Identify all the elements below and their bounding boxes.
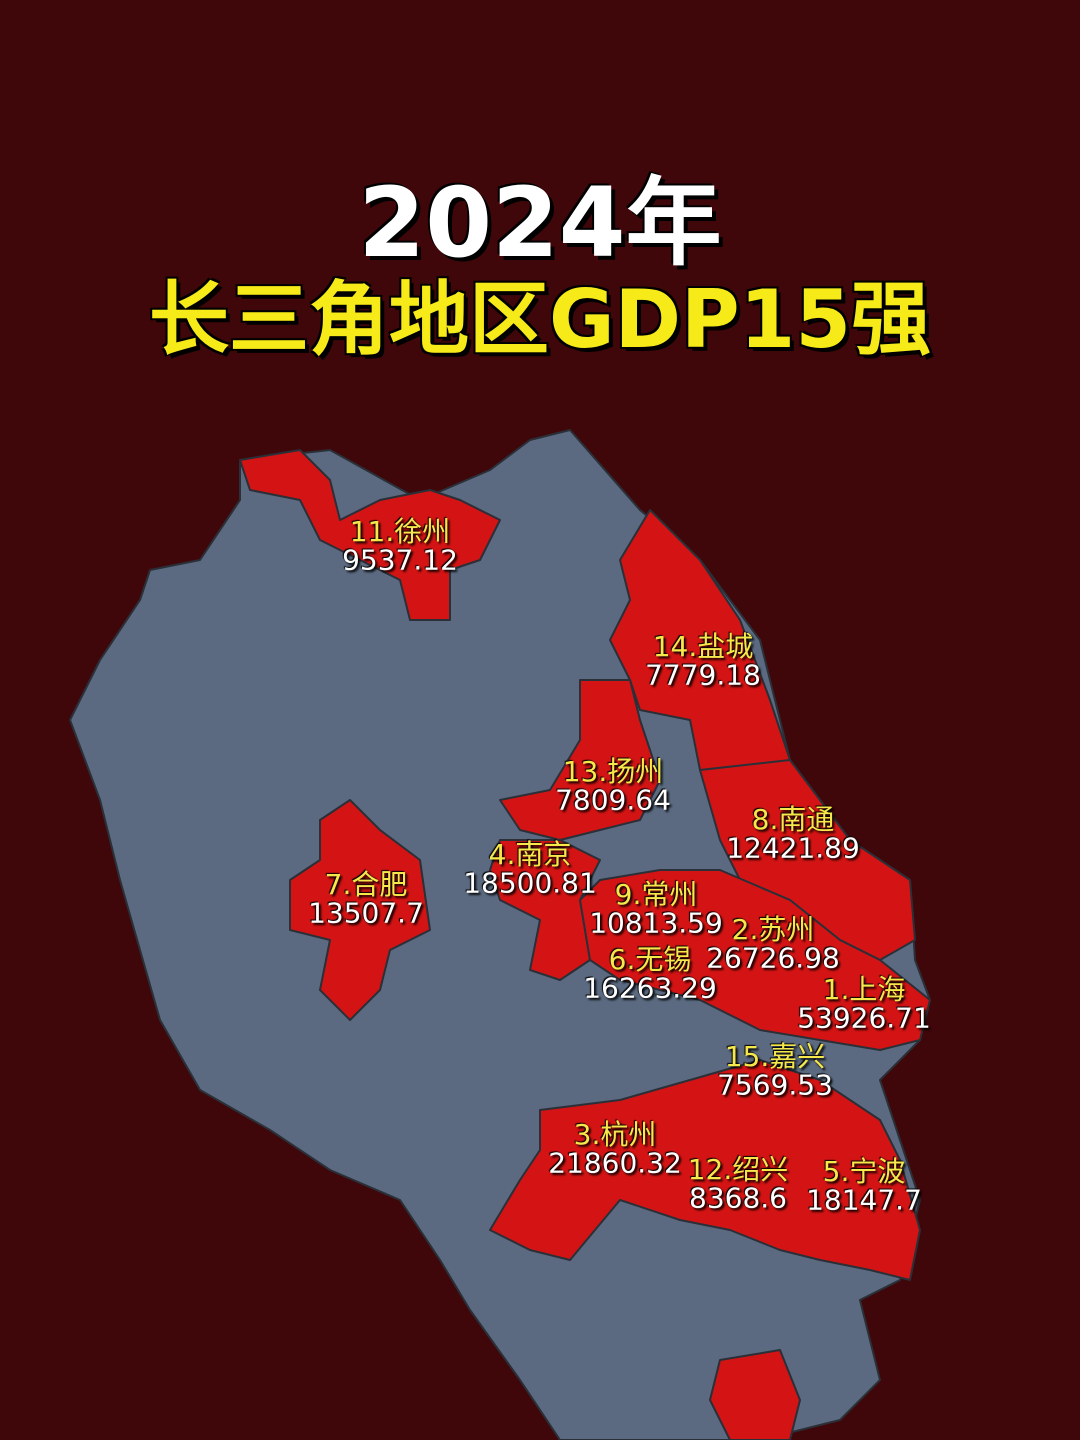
city-label: 2.苏州 — [731, 913, 815, 946]
region-south-jiangsu — [579, 869, 931, 1051]
city-gdp: 26726.98 — [706, 941, 840, 975]
city-gdp: 18500.81 — [463, 866, 597, 900]
city-gdp: 18147.7 — [806, 1183, 922, 1217]
city-label: 4.南京 — [488, 838, 572, 871]
city-label: 9.常州 — [614, 878, 698, 911]
city-label: 11.徐州 — [349, 515, 451, 548]
region-hefei — [289, 799, 431, 1021]
region-wenzhou — [709, 1349, 801, 1440]
city-gdp: 12421.89 — [726, 831, 860, 865]
city-gdp: 10813.59 — [589, 906, 723, 940]
city-label: 5.宁波 — [822, 1155, 906, 1188]
city-label: 1.上海 — [822, 973, 906, 1006]
city-label: 8.南通 — [751, 803, 835, 836]
region-zhejiang-north — [489, 1059, 921, 1281]
city-gdp: 13507.7 — [308, 896, 424, 930]
city-label: 13.扬州 — [562, 755, 664, 788]
city-label: 7.合肥 — [324, 868, 408, 901]
city-gdp: 7569.53 — [717, 1068, 833, 1102]
region-nanjing — [489, 839, 601, 981]
city-gdp: 16263.29 — [583, 971, 717, 1005]
city-gdp: 21860.32 — [548, 1146, 682, 1180]
title-subtitle: 长三角地区GDP15强 — [148, 273, 932, 366]
title-year: 2024年 — [358, 167, 722, 279]
city-gdp: 53926.71 — [797, 1001, 931, 1035]
city-label: 15.嘉兴 — [724, 1040, 826, 1073]
city-label: 12.绍兴 — [687, 1153, 789, 1186]
city-label: 14.盐城 — [652, 630, 754, 663]
region-xuzhou — [239, 449, 501, 621]
city-gdp: 8368.6 — [689, 1181, 787, 1215]
city-label: 6.无锡 — [608, 943, 692, 976]
city-label: 3.杭州 — [573, 1118, 657, 1151]
city-gdp: 7809.64 — [555, 783, 671, 817]
region-yangzhou — [499, 679, 661, 841]
city-gdp: 9537.12 — [342, 543, 458, 577]
city-gdp: 7779.18 — [645, 658, 761, 692]
